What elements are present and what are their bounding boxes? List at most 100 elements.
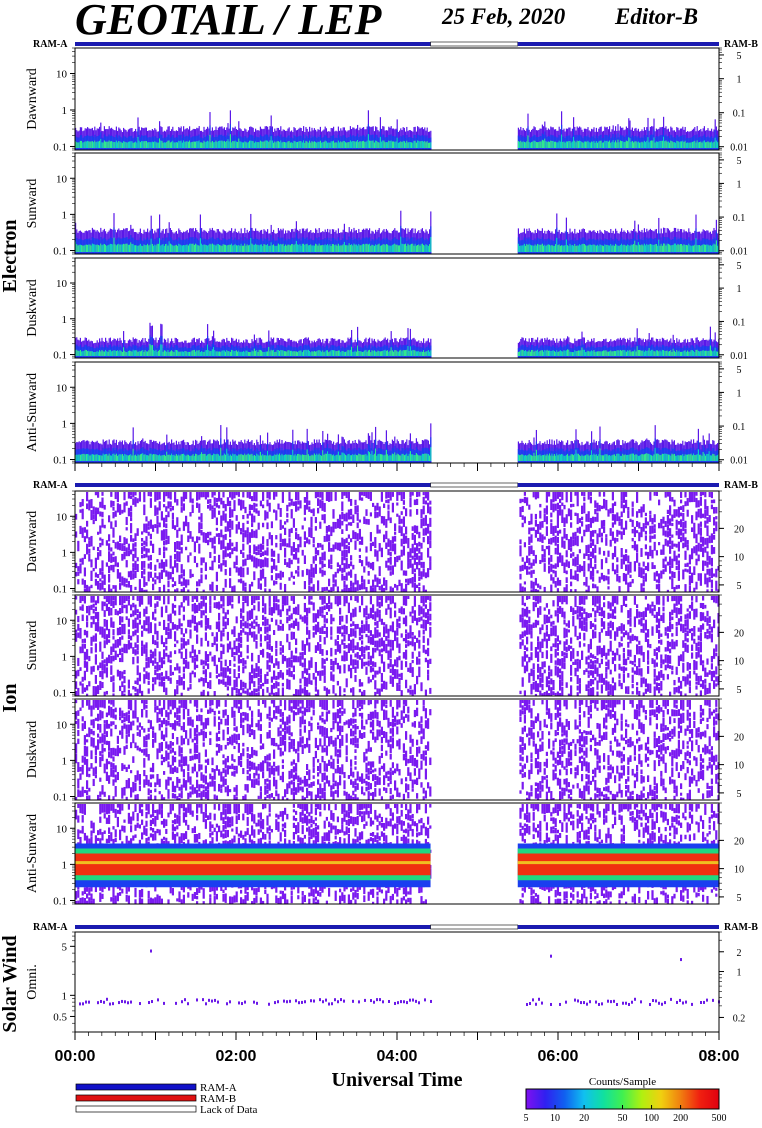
spectrum-bin (585, 141, 587, 148)
spectrum-bin (173, 352, 175, 356)
spectrum-bin (215, 245, 217, 252)
spectrum-bin (522, 245, 524, 252)
spectrum-bin (292, 243, 294, 252)
spectrum-bin (125, 243, 127, 252)
spectrum-bin (709, 245, 711, 252)
spectrum-bin (330, 141, 332, 148)
spectrum-bin (196, 141, 198, 148)
spectrum-bin (372, 245, 374, 252)
spectrum-bin (159, 454, 161, 461)
spectrum-bin (684, 140, 686, 148)
left-tick-label: 0.1 (53, 141, 67, 153)
spectrum-bin (621, 350, 623, 356)
spectrum-bin (249, 140, 251, 148)
spectrum-bin (217, 454, 219, 461)
spectrum-bin (627, 244, 629, 252)
spectrum-bin (315, 351, 317, 356)
spectrum-bin (293, 455, 295, 461)
spectrum-bin (198, 454, 200, 461)
spectrum-bin (103, 351, 105, 356)
spectrum-bin (421, 140, 423, 148)
spectrum-bin (221, 350, 223, 356)
spectrum-bin (517, 243, 519, 252)
spectrum-bin (630, 244, 632, 252)
spectrum-bin (340, 351, 342, 356)
spectrum-bin (90, 351, 92, 356)
spectrum-bin (325, 245, 327, 252)
spectrum-bin (629, 138, 631, 148)
spectrum-bin (95, 244, 97, 252)
spectrum-bin (295, 142, 297, 148)
spectrum-bin (329, 351, 331, 356)
spectrum-bin (688, 351, 690, 356)
spectrum-bin (573, 352, 575, 356)
spectrum-bin (649, 243, 651, 252)
spectrum-bin (624, 245, 626, 252)
spectrum-bin (241, 351, 243, 356)
spectrum-bin (319, 245, 321, 252)
spectrum-bin (222, 244, 224, 252)
spectrum-bin (683, 244, 685, 252)
spectrum-bin (373, 350, 375, 356)
spectrum-bin (568, 245, 570, 252)
spectrum-bin (186, 244, 188, 252)
spectrum-bin (99, 140, 101, 148)
spectrum-bin (149, 244, 151, 252)
spectrum-bin (89, 351, 91, 356)
spectrum-bin (271, 350, 273, 356)
spectrum-bin (289, 245, 291, 252)
spectrum-bin (101, 455, 103, 461)
left-tick-label: 10 (56, 173, 68, 185)
spectrum-bin (273, 349, 275, 356)
spectrum-bin (82, 245, 84, 252)
spectrum-bin (399, 245, 401, 252)
spectrum-bin (215, 351, 217, 356)
spectrum-bin (309, 455, 311, 461)
spectrum-bin (217, 351, 219, 356)
spectrum-bin (539, 350, 541, 356)
spectrum-bin (268, 245, 270, 252)
spectrum-bin (309, 245, 311, 252)
spectrum-bin (429, 244, 431, 252)
spectrum-bin (661, 245, 663, 252)
spectrum-bin (219, 140, 221, 148)
spectrum-bin (208, 350, 210, 356)
spectrum-bin (363, 140, 365, 148)
spectrum-bin (636, 142, 638, 148)
spectrum-bin (297, 352, 299, 356)
spectrum-bin (378, 243, 380, 252)
spectrum-bin (220, 245, 222, 252)
spectrum-bin (231, 243, 233, 252)
spectrum-bin (357, 245, 359, 252)
spectrum-bin (684, 350, 686, 356)
spectrum-bin (300, 141, 302, 148)
spectrum-bin (331, 141, 333, 148)
spectrum-bin (599, 244, 601, 252)
spectrum-bin (568, 349, 570, 356)
spectrum-bin (682, 245, 684, 252)
spectrum-bin (214, 244, 216, 252)
spectrum-bin (100, 351, 102, 356)
spectrum-bin (631, 351, 633, 356)
spectrum-bin (136, 455, 138, 461)
spectrum-bin (150, 345, 152, 356)
spectrum-bin (562, 351, 564, 356)
spectrum-bin (291, 244, 293, 252)
spectrum-bin (229, 244, 231, 252)
right-tick-label: 1 (737, 284, 742, 295)
spectrum-bin (535, 142, 537, 148)
spectrum-bin (226, 349, 228, 356)
spectrum-bin (311, 454, 313, 461)
spectrum-bin (234, 140, 236, 148)
spectrum-bin (299, 141, 301, 148)
spectrum-bin (106, 141, 108, 148)
spectrum-bin (310, 352, 312, 356)
spectrum-bin (574, 140, 576, 148)
spectrum-bin (258, 245, 260, 252)
spectrum-bin (318, 453, 320, 461)
spectrum-bin (613, 350, 615, 356)
spectrum-bin (166, 351, 168, 356)
spectrum-bin (360, 141, 362, 148)
spectrum-bin (252, 351, 254, 356)
spectrum-bin (657, 141, 659, 148)
